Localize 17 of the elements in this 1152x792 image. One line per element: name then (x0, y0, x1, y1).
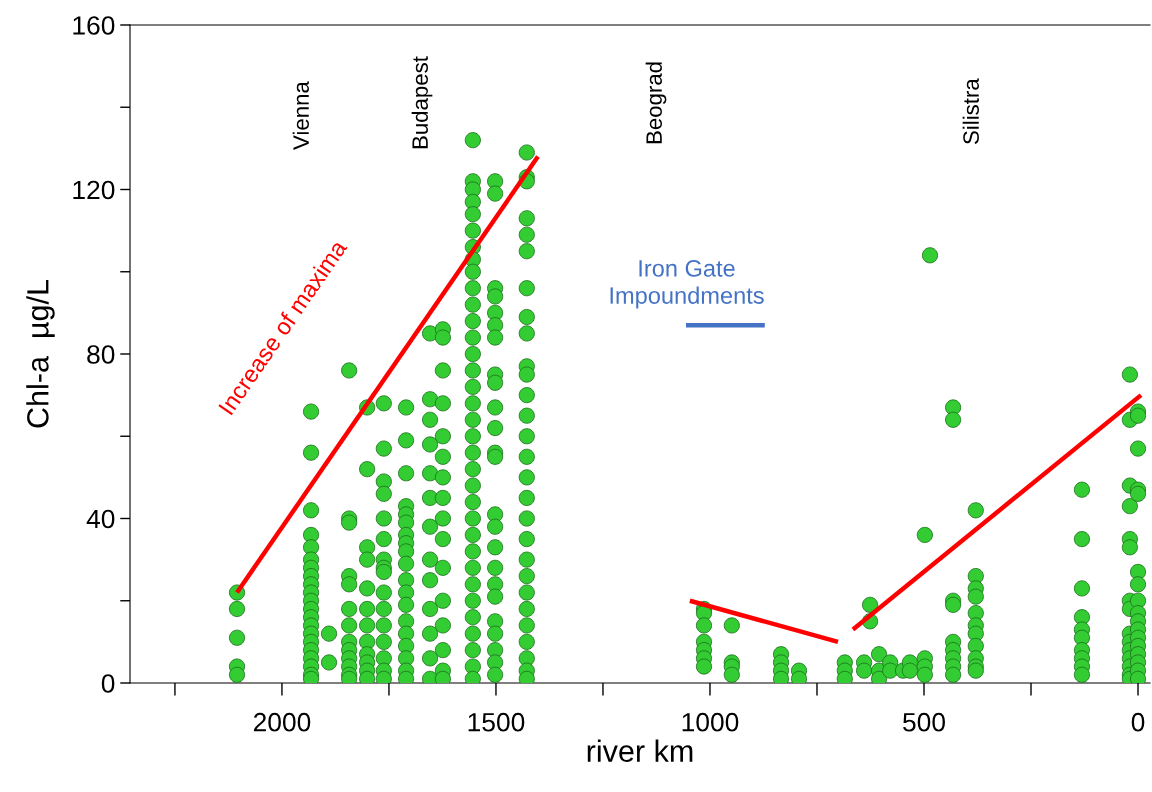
y-axis-title: Chl-a µg/L (26, 279, 55, 428)
y-tick-label: 120 (73, 180, 115, 200)
y-tick-label: 40 (86, 509, 115, 529)
x-tick-label: 2000 (253, 712, 311, 732)
x-tick-label: 0 (1131, 712, 1145, 732)
x-tick-label: 500 (903, 712, 945, 732)
y-tick-label: 80 (87, 345, 115, 364)
x-tick-label: 1500 (468, 712, 525, 732)
annotation: Silistra (962, 78, 979, 144)
y-tick-label: 160 (73, 16, 115, 35)
annotation: Budapest (411, 56, 433, 149)
series-label: Iron Gate Impoundments (610, 260, 764, 309)
annotation: Beograd (645, 62, 667, 144)
y-tick-label: 0 (101, 674, 115, 693)
annotation: Vienna (292, 81, 309, 150)
x-tick-label: 1000 (682, 712, 739, 732)
x-axis-title: river km (587, 739, 693, 762)
